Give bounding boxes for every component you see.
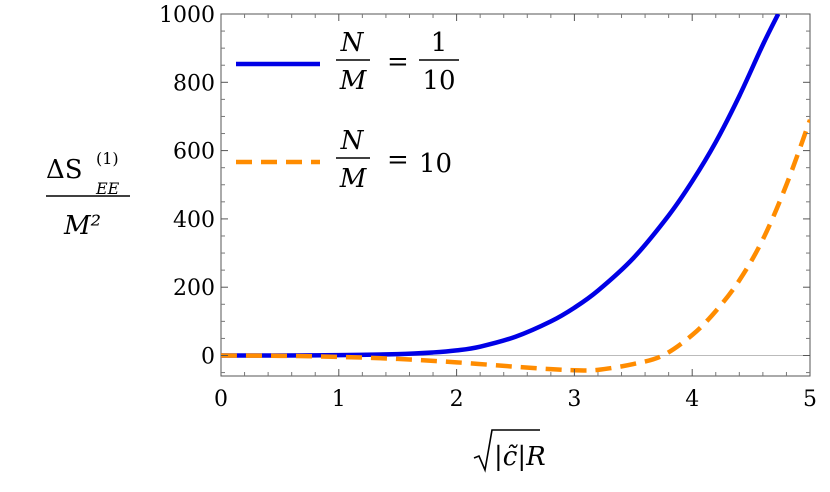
x-tick-label: 4	[685, 387, 699, 412]
x-tick-label: 1	[332, 387, 346, 412]
y-label-subscript: EE	[95, 179, 120, 198]
series-lines	[221, 14, 810, 373]
legend-equals-sign: =	[387, 47, 409, 77]
series-line-1	[221, 14, 781, 358]
x-axis-label: |c̃|R	[473, 429, 546, 473]
sqrt-sign	[473, 429, 540, 473]
x-tick-label: 0	[214, 387, 228, 412]
legend-label-numerator: N	[340, 28, 365, 58]
x-tick-label: 5	[803, 387, 817, 412]
series-line-2	[221, 119, 810, 373]
y-tick-label: 200	[173, 276, 215, 301]
legend-rhs-numerator: 1	[431, 28, 448, 58]
y-label-numerator: ΔS	[46, 155, 83, 185]
x-label-text: |c̃|R	[494, 442, 546, 472]
x-tick-label: 2	[450, 387, 464, 412]
legend-rhs-value: 10	[419, 149, 452, 179]
y-tick-label: 1000	[159, 3, 215, 28]
y-tick-label: 400	[173, 208, 215, 233]
legend-label-denominator: M	[339, 164, 368, 194]
axis-ticks: 0 1 2 3 4 5 0 200 400 600 800 1000	[159, 3, 817, 412]
legend-rhs-denominator: 10	[422, 66, 455, 96]
y-tick-label: 0	[201, 345, 215, 370]
y-tick-label: 600	[173, 140, 215, 165]
legend-label-numerator: N	[340, 126, 365, 156]
legend-label-denominator: M	[339, 66, 368, 96]
y-label-denominator: M²	[63, 211, 101, 241]
plot-frame-rect	[220, 13, 811, 377]
plot-frame	[220, 13, 811, 377]
x-tick-label: 3	[567, 387, 581, 412]
y-label-superscript: (1)	[96, 149, 119, 168]
y-tick-label: 800	[173, 71, 215, 96]
y-axis-label: ΔS EE (1) M²	[46, 149, 130, 241]
legend-equals-sign: =	[387, 145, 409, 175]
